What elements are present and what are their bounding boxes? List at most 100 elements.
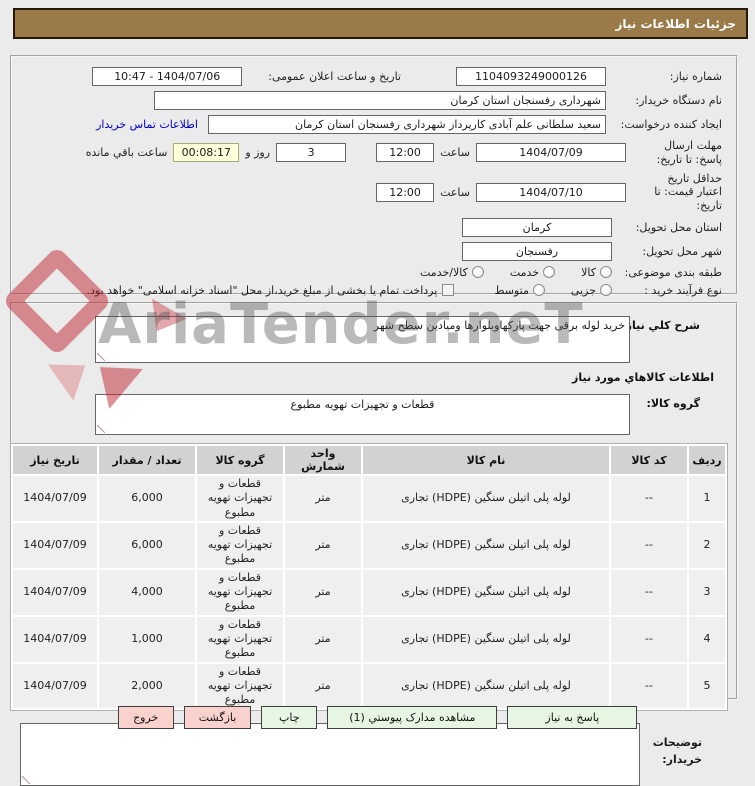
goods-group-row: گروه کالا: قطعات و تجهیزات تهویه مطبوع [20, 394, 728, 435]
purchase-type-medium-label: متوسط [494, 283, 529, 297]
cell-need-date: 1404/07/09 [13, 616, 97, 662]
cell-need-date: 1404/07/09 [13, 569, 97, 615]
table-row: 1 -- لوله پلی اتیلن سنگین (HDPE) تجاری م… [13, 476, 725, 521]
price-validity-date-field[interactable]: 1404/07/10 [476, 182, 626, 202]
price-validity-time-field[interactable]: 12:00 [376, 182, 435, 202]
treasury-payment-label: پرداخت تمام یا بخشی از مبلغ خرید،از محل … [86, 283, 438, 297]
cell-goods-code: -- [611, 522, 687, 568]
purchase-type-label: نوع فرآیند خرید : [644, 283, 722, 297]
page-title-bar: جزئیات اطلاعات نیاز [13, 8, 748, 39]
need-number-label: شماره نیاز: [669, 70, 722, 83]
cell-goods-name: لوله پلی اتیلن سنگین (HDPE) تجاری [363, 569, 609, 615]
subject-class-goods-service-radio[interactable] [471, 266, 484, 279]
respond-to-need-button[interactable]: پاسخ به نیاز [507, 706, 638, 729]
cell-count-unit: متر [285, 663, 361, 709]
col-header-goods-code: کد کالا [611, 446, 687, 474]
print-button[interactable]: چاپ [261, 706, 318, 729]
subject-class-row: طبقه بندی موضوعی: کالا خدمت کالا/خدمت [20, 266, 722, 279]
subject-class-goods-service-label: کالا/خدمت [420, 265, 468, 279]
exit-button[interactable]: خروج [117, 706, 174, 729]
cell-goods-group: قطعات و تجهیزات تهویه مطبوع [197, 522, 283, 568]
view-attached-docs-button[interactable]: مشاهده مدارک پیوستي (1) [327, 706, 498, 729]
purchase-type-partial-radio[interactable] [600, 284, 612, 297]
buyer-notes-label-line2: خریدار: [662, 752, 702, 766]
response-deadline-time-field[interactable]: 12:00 [376, 143, 435, 163]
goods-group-label: گروه کالا: [646, 397, 700, 410]
need-number-field[interactable]: 1104093249000126 [456, 67, 606, 86]
table-row: 5 -- لوله پلی اتیلن سنگین (HDPE) تجاری م… [13, 663, 725, 709]
goods-section-title: اطلاعات کالاهاي مورد نیاز [572, 371, 714, 384]
cell-need-date: 1404/07/09 [13, 663, 97, 709]
response-deadline-row: مهلت ارسال پاسخ: تا تاریخ: 1404/07/09 سا… [20, 139, 722, 167]
subject-class-goods-radio[interactable] [600, 266, 612, 279]
need-details-page: { "title": "جزئیات اطلاعات نیاز", "water… [0, 8, 755, 786]
buyer-notes-row: توضیحات خریدار: [20, 723, 728, 786]
purchase-type-partial-label: جزیی [570, 283, 596, 297]
need-number-row: شماره نیاز: 1104093249000126 تاریخ و ساع… [20, 67, 722, 86]
table-row: 3 -- لوله پلی اتیلن سنگین (HDPE) تجاری م… [13, 569, 725, 615]
subject-class-label: طبقه بندی موضوعی: [624, 265, 722, 279]
cell-row-number: 4 [689, 616, 725, 662]
cell-count-unit: متر [285, 569, 361, 615]
cell-goods-code: -- [611, 663, 687, 709]
cell-count-unit: متر [285, 522, 361, 568]
resize-handle-icon[interactable] [97, 425, 105, 433]
buyer-org-row: نام دستگاه خریدار: شهرداری رفسنجان استان… [20, 91, 722, 110]
back-button[interactable]: بازگشت [183, 706, 252, 729]
goods-info-panel: شرح کلي نیاز: خرید لوله برقی جهت پارکهاو… [10, 302, 738, 786]
cell-goods-code: -- [611, 569, 687, 615]
remaining-days-field[interactable]: 3 [276, 143, 347, 163]
purchase-type-row: نوع فرآیند خرید : جزیی متوسط پرداخت تمام… [20, 284, 722, 297]
table-row: 2 -- لوله پلی اتیلن سنگین (HDPE) تجاری م… [13, 522, 725, 568]
hours-remaining-label: ساعت باقي مانده [85, 146, 168, 160]
goods-table-header-row: ردیف کد کالا نام کالا واحد شمارش گروه کا… [13, 446, 725, 474]
cell-need-date: 1404/07/09 [13, 522, 97, 568]
col-header-need-date: تاریخ نیاز [13, 446, 97, 474]
subject-class-service-radio[interactable] [543, 266, 556, 279]
buyer-notes-textarea[interactable] [20, 723, 640, 786]
need-desc-label: شرح کلي نیاز: [621, 319, 700, 332]
delivery-province-field[interactable]: کرمان [462, 217, 612, 237]
buyer-notes-label: توضیحات خریدار: [640, 723, 702, 768]
cell-goods-group: قطعات و تجهیزات تهویه مطبوع [197, 663, 283, 709]
price-validity-hour-label: ساعت [440, 185, 470, 199]
buyer-contact-link[interactable]: اطلاعات تماس خریدار [96, 118, 198, 131]
need-info-panel: شماره نیاز: 1104093249000126 تاریخ و ساع… [10, 55, 738, 297]
cell-need-date: 1404/07/09 [13, 476, 97, 521]
cell-goods-name: لوله پلی اتیلن سنگین (HDPE) تجاری [363, 476, 609, 521]
cell-goods-name: لوله پلی اتیلن سنگین (HDPE) تجاری [363, 616, 609, 662]
action-buttons-row: پاسخ به نیاز مشاهده مدارک پیوستي (1) چاپ… [0, 706, 755, 729]
table-row: 4 -- لوله پلی اتیلن سنگین (HDPE) تجاری م… [13, 616, 725, 662]
resize-handle-icon[interactable] [97, 353, 105, 361]
need-desc-textarea[interactable]: خرید لوله برقی جهت پارکهاوبلوارها ومیادی… [95, 316, 630, 363]
delivery-city-field[interactable]: رفسنجان [462, 241, 612, 261]
cell-goods-group: قطعات و تجهیزات تهویه مطبوع [197, 569, 283, 615]
request-creator-label: ایجاد کننده درخواست: [620, 118, 722, 131]
resize-handle-icon[interactable] [22, 776, 30, 785]
days-and-label: روز و [245, 146, 271, 160]
response-deadline-date-field[interactable]: 1404/07/09 [476, 143, 626, 163]
request-creator-row: ایجاد کننده درخواست: سعید سلطانی علم آبا… [20, 115, 722, 134]
delivery-city-label: شهر محل تحویل: [642, 244, 722, 258]
cell-goods-group: قطعات و تجهیزات تهویه مطبوع [197, 476, 283, 521]
cell-quantity: 6,000 [99, 522, 195, 568]
delivery-province-row: استان محل تحویل: کرمان [20, 217, 722, 237]
subject-class-service-label: خدمت [509, 265, 540, 279]
cell-quantity: 2,000 [99, 663, 195, 709]
buyer-notes-label-line1: توضیحات [652, 736, 702, 750]
announce-datetime-field[interactable]: 1404/07/06 - 10:47 [92, 67, 243, 86]
buyer-org-field[interactable]: شهرداری رفسنجان استان کرمان [154, 91, 606, 110]
cell-quantity: 4,000 [99, 569, 195, 615]
goods-group-textarea[interactable]: قطعات و تجهیزات تهویه مطبوع [95, 394, 630, 435]
delivery-province-label: استان محل تحویل: [635, 220, 722, 234]
subject-class-goods-label: کالا [581, 265, 596, 279]
purchase-type-medium-radio[interactable] [532, 284, 545, 297]
request-creator-field[interactable]: سعید سلطانی علم آبادی کارپرداز شهرداری ر… [208, 115, 606, 134]
cell-quantity: 1,000 [99, 616, 195, 662]
col-header-goods-name: نام کالا [363, 446, 609, 474]
cell-row-number: 2 [689, 522, 725, 568]
col-header-quantity: تعداد / مقدار [99, 446, 195, 474]
cell-row-number: 5 [689, 663, 725, 709]
need-desc-row: شرح کلي نیاز: خرید لوله برقی جهت پارکهاو… [20, 316, 728, 363]
treasury-payment-checkbox[interactable] [442, 284, 455, 297]
